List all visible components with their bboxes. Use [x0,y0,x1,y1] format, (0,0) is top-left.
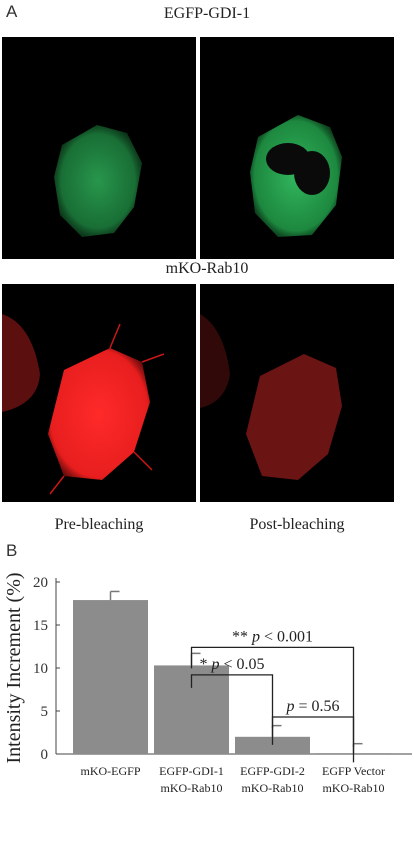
y-tick-label: 5 [41,704,49,720]
x-tick-label: mKO-Rab10 [242,781,304,795]
x-tick-label: mKO-EGFP [80,764,140,778]
row-title-egfp-gdi1: EGFP-GDI-1 [163,5,251,22]
bracket-p005-label: * p < 0.05 [199,656,264,673]
panel-b-label: B [6,541,18,560]
x-tick-label: mKO-Rab10 [323,781,385,795]
micrograph-red-pre [2,284,196,502]
caption-post-bleaching: Post-bleaching [249,516,345,533]
row-title-mko-rab10: mKO-Rab10 [165,260,249,277]
bar [235,736,310,754]
y-tick-label: 10 [33,661,48,677]
panel-a-label: A [6,2,18,21]
micrograph-green-post [200,37,394,259]
x-tick-label: EGFP-GDI-2 [240,764,305,778]
bracket-p056 [271,716,355,748]
y-axis-label: Intensity Increment (%) [3,572,25,763]
bracket-p001-label: ** p < 0.001 [232,628,313,645]
y-tick-label: 20 [33,575,48,591]
x-tick-label: EGFP Vector [322,764,385,778]
caption-pre-bleaching: Pre-bleaching [54,516,144,533]
x-tick-label: mKO-Rab10 [161,781,223,795]
x-tick-label: EGFP-GDI-1 [159,764,224,778]
bar [73,600,148,754]
y-tick-label: 15 [33,618,48,634]
y-tick-label: 0 [41,747,49,763]
micrograph-red-post [200,284,394,502]
bracket-p056-label: p = 0.56 [285,698,339,715]
bracket-p001 [190,646,355,763]
micrograph-green-pre [2,37,196,259]
bar-chart: 0 5 10 15 20 Intensity Increment (%) mKO-EGFP E… [3,572,412,795]
bracket-p005 [190,674,274,745]
